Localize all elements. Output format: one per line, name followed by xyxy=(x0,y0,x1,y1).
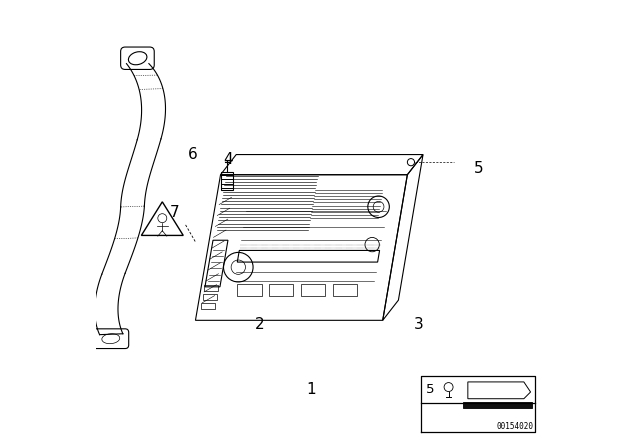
Text: 3: 3 xyxy=(413,317,424,332)
Text: 5: 5 xyxy=(474,160,484,176)
Text: 4: 4 xyxy=(223,151,233,167)
Text: 6: 6 xyxy=(188,147,197,162)
Text: 1: 1 xyxy=(306,382,316,397)
Text: 00154020: 00154020 xyxy=(496,422,533,431)
Text: 5: 5 xyxy=(426,383,435,396)
Text: 7: 7 xyxy=(170,205,179,220)
Polygon shape xyxy=(463,402,532,408)
Text: 2: 2 xyxy=(255,317,264,332)
